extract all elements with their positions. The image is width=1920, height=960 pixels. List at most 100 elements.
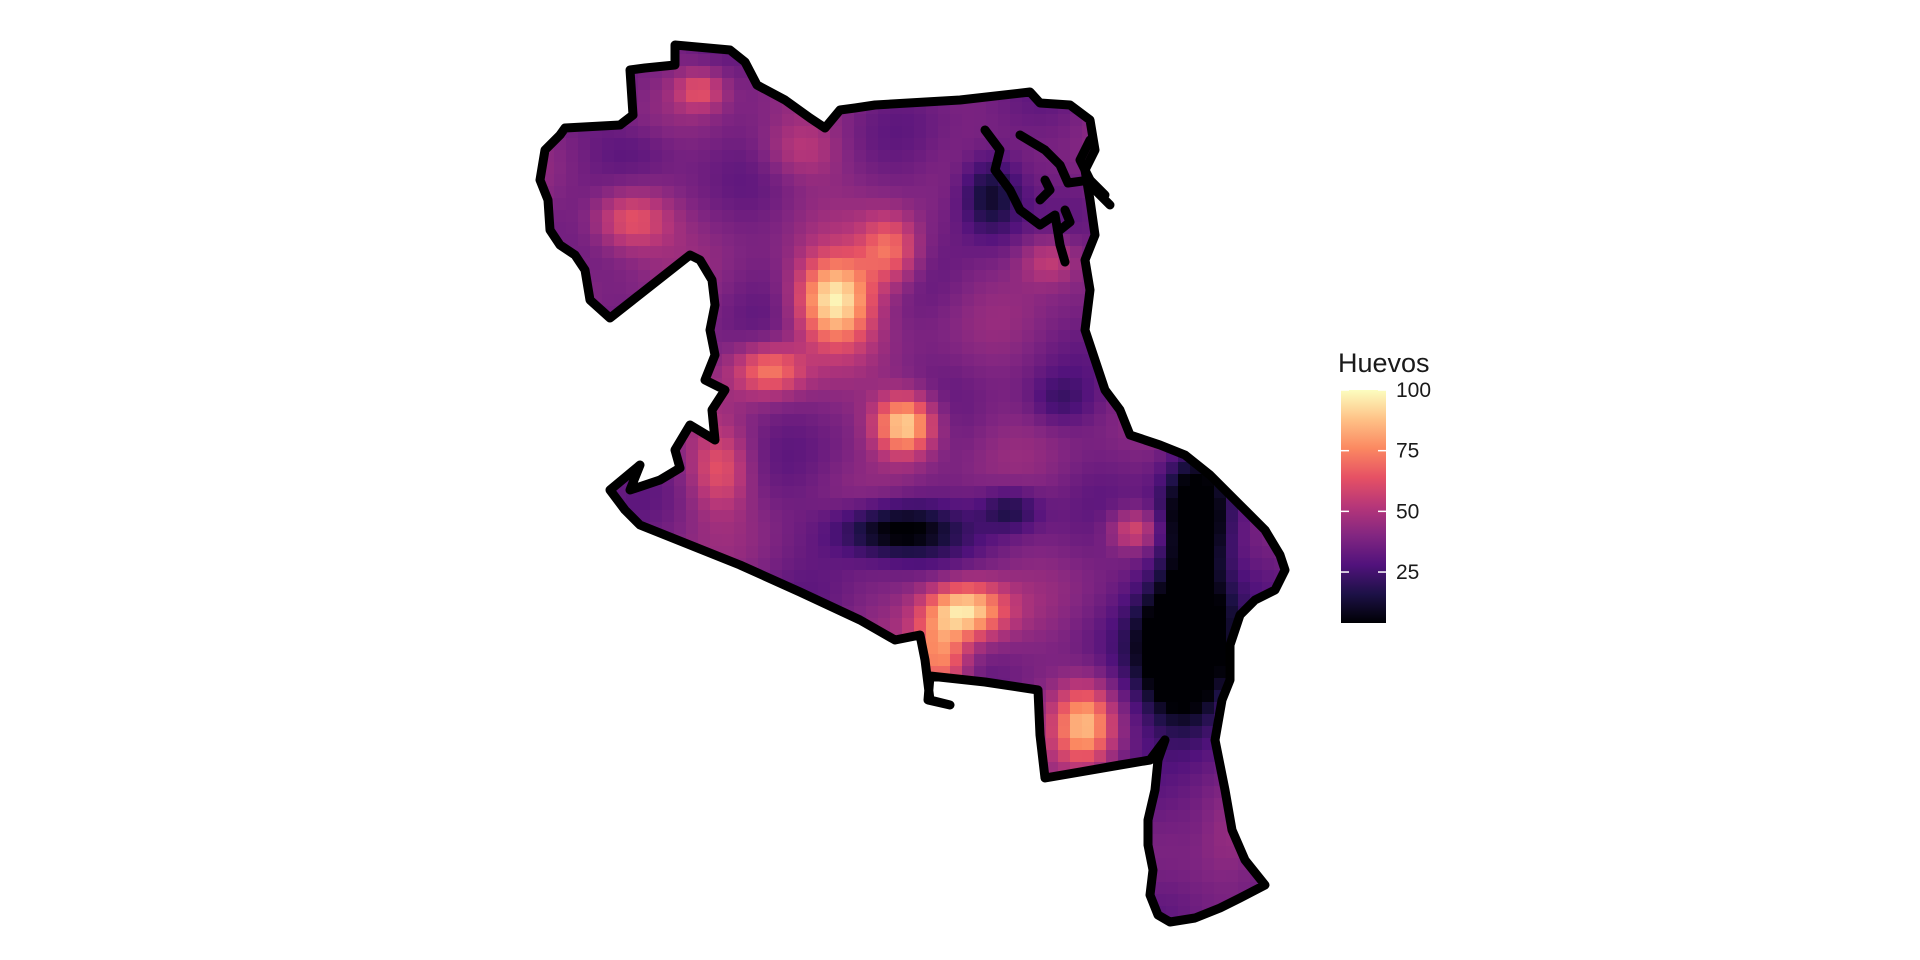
heatmap-cell — [854, 786, 867, 799]
heatmap-cell — [974, 390, 987, 403]
heatmap-cell — [1106, 882, 1119, 895]
heatmap-cell — [770, 522, 783, 535]
heatmap-cell — [926, 774, 939, 787]
heatmap-cell — [1190, 258, 1203, 271]
heatmap-cell — [1202, 654, 1215, 667]
heatmap-cell — [626, 198, 639, 211]
heatmap-cell — [1070, 594, 1083, 607]
heatmap-cell — [722, 522, 735, 535]
heatmap-cell — [698, 810, 711, 823]
heatmap-cell — [540, 354, 543, 367]
heatmap-cell — [938, 210, 951, 223]
heatmap-cell — [1262, 150, 1275, 163]
heatmap-cell — [902, 150, 915, 163]
heatmap-cell — [1226, 918, 1239, 922]
heatmap-cell — [1118, 354, 1131, 367]
heatmap-cell — [1142, 618, 1155, 631]
heatmap-cell — [986, 798, 999, 811]
heatmap-cell — [890, 462, 903, 475]
heatmap-cell — [1094, 534, 1107, 547]
heatmap-cell — [818, 666, 831, 679]
heatmap-cell — [650, 45, 663, 55]
heatmap-cell — [638, 342, 651, 355]
heatmap-cell — [1082, 534, 1095, 547]
heatmap-cell — [854, 126, 867, 139]
heatmap-cell — [806, 282, 819, 295]
heatmap-cell — [626, 162, 639, 175]
heatmap-cell — [974, 498, 987, 511]
heatmap-cell — [674, 522, 687, 535]
heatmap-cell — [530, 30, 543, 43]
heatmap-cell — [1142, 366, 1155, 379]
heatmap-cell — [962, 378, 975, 391]
heatmap-cell — [950, 606, 963, 619]
heatmap-cell — [746, 654, 759, 667]
heatmap-cell — [540, 366, 543, 379]
heatmap-cell — [902, 378, 915, 391]
heatmap-cell — [542, 654, 555, 667]
heatmap-cell — [938, 66, 951, 79]
heatmap-cell — [710, 882, 723, 895]
heatmap-cell — [878, 870, 891, 883]
legend-colorbar — [1341, 390, 1386, 623]
heatmap-cell — [734, 342, 747, 355]
heatmap-cell — [1010, 522, 1023, 535]
heatmap-cell — [1130, 114, 1143, 127]
heatmap-cell — [998, 834, 1011, 847]
heatmap-cell — [854, 570, 867, 583]
heatmap-cell — [830, 702, 843, 715]
heatmap-cell — [674, 174, 687, 187]
heatmap-cell — [566, 438, 579, 451]
heatmap-cell — [950, 450, 963, 463]
heatmap-cell — [818, 474, 831, 487]
heatmap-cell — [1070, 906, 1083, 919]
heatmap-cell — [818, 78, 831, 91]
heatmap-cell — [1154, 618, 1167, 631]
heatmap-cell — [914, 810, 927, 823]
heatmap-cell — [1274, 174, 1285, 187]
heatmap-cell — [1118, 918, 1131, 922]
heatmap-cell — [1298, 78, 1311, 91]
heatmap-cell — [638, 738, 651, 751]
heatmap-cell — [818, 546, 831, 559]
heatmap-cell — [1070, 270, 1083, 283]
heatmap-cell — [950, 834, 963, 847]
heatmap-cell — [782, 390, 795, 403]
heatmap-cell — [746, 282, 759, 295]
heatmap-cell — [878, 510, 891, 523]
heatmap-cell — [1082, 522, 1095, 535]
heatmap-cell — [938, 606, 951, 619]
heatmap-cell — [914, 390, 927, 403]
heatmap-cell — [722, 210, 735, 223]
heatmap-cell — [854, 726, 867, 739]
heatmap-cell — [734, 390, 747, 403]
heatmap-cell — [782, 522, 795, 535]
heatmap-cell — [950, 918, 963, 922]
heatmap-cell — [686, 834, 699, 847]
heatmap-cell — [686, 690, 699, 703]
heatmap-cell — [626, 390, 639, 403]
heatmap-cell — [1178, 522, 1191, 535]
heatmap-cell — [1010, 582, 1023, 595]
heatmap-cell — [998, 498, 1011, 511]
heatmap-cell — [1058, 126, 1071, 139]
heatmap-cell — [962, 798, 975, 811]
heatmap-cell — [950, 162, 963, 175]
heatmap-cell — [842, 666, 855, 679]
heatmap-cell — [1022, 594, 1035, 607]
heatmap-cell — [578, 306, 591, 319]
heatmap-cell — [1058, 462, 1071, 475]
heatmap-cell — [1070, 138, 1083, 151]
heatmap-cell — [614, 762, 627, 775]
heatmap-cell — [974, 474, 987, 487]
heatmap-cell — [1286, 606, 1299, 619]
heatmap-cell — [710, 618, 723, 631]
heatmap-cell — [1274, 606, 1285, 619]
heatmap-cell — [1118, 798, 1131, 811]
heatmap-cell — [1190, 822, 1203, 835]
heatmap-cell — [542, 498, 555, 511]
heatmap-cell — [1082, 594, 1095, 607]
heatmap-cell — [626, 45, 639, 55]
heatmap-cell — [1142, 402, 1155, 415]
heatmap-cell — [698, 222, 711, 235]
